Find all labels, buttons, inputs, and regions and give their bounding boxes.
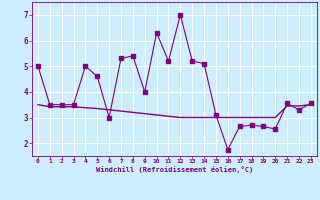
X-axis label: Windchill (Refroidissement éolien,°C): Windchill (Refroidissement éolien,°C) (96, 166, 253, 173)
